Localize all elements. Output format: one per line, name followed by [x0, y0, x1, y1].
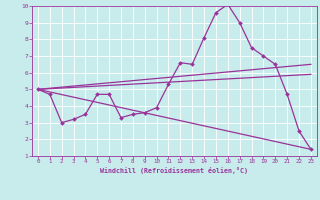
X-axis label: Windchill (Refroidissement éolien,°C): Windchill (Refroidissement éolien,°C)	[100, 167, 248, 174]
